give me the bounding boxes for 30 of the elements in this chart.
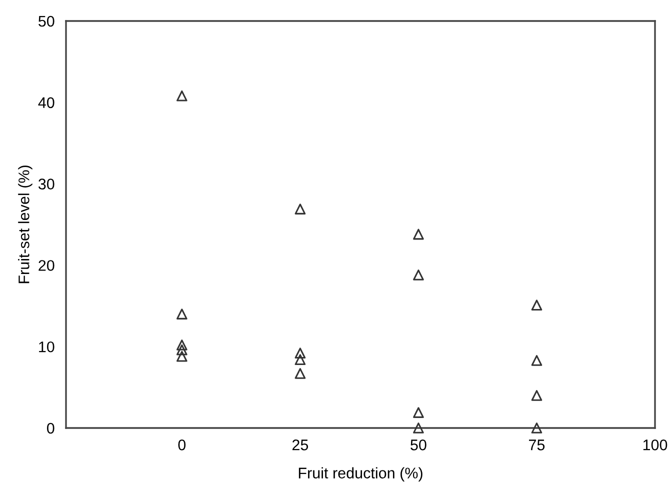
- point: [176, 340, 188, 350]
- x-axis-title: Fruit reduction (%): [298, 467, 422, 482]
- x-tick-label: 25: [292, 440, 308, 450]
- point: [531, 355, 542, 366]
- point: [531, 300, 542, 311]
- y-tick-label: 20: [38, 260, 54, 271]
- y-tick-label: 30: [38, 178, 54, 190]
- y-tick-label: 10: [39, 341, 54, 352]
- x-tick-label: 100: [643, 440, 668, 450]
- point: [413, 270, 424, 280]
- point: [413, 407, 424, 418]
- point: [413, 228, 424, 240]
- point: [176, 350, 188, 362]
- point: [176, 344, 188, 356]
- point: [294, 348, 306, 359]
- point: [413, 422, 424, 434]
- point: [294, 368, 306, 379]
- y-axis-title: Fruit-set level (%): [18, 166, 32, 284]
- x-tick-label: 0: [178, 440, 186, 450]
- point: [294, 204, 306, 214]
- point: [176, 90, 188, 102]
- x-tick-label: 75: [529, 440, 545, 450]
- y-tick-label: 0: [46, 422, 54, 434]
- point: [531, 390, 542, 401]
- point: [294, 354, 306, 366]
- y-tick-label: 40: [38, 97, 54, 108]
- x-tick-label: 50: [410, 440, 426, 450]
- point: [531, 422, 542, 434]
- y-tick-label: 50: [38, 16, 54, 27]
- point: [176, 308, 188, 320]
